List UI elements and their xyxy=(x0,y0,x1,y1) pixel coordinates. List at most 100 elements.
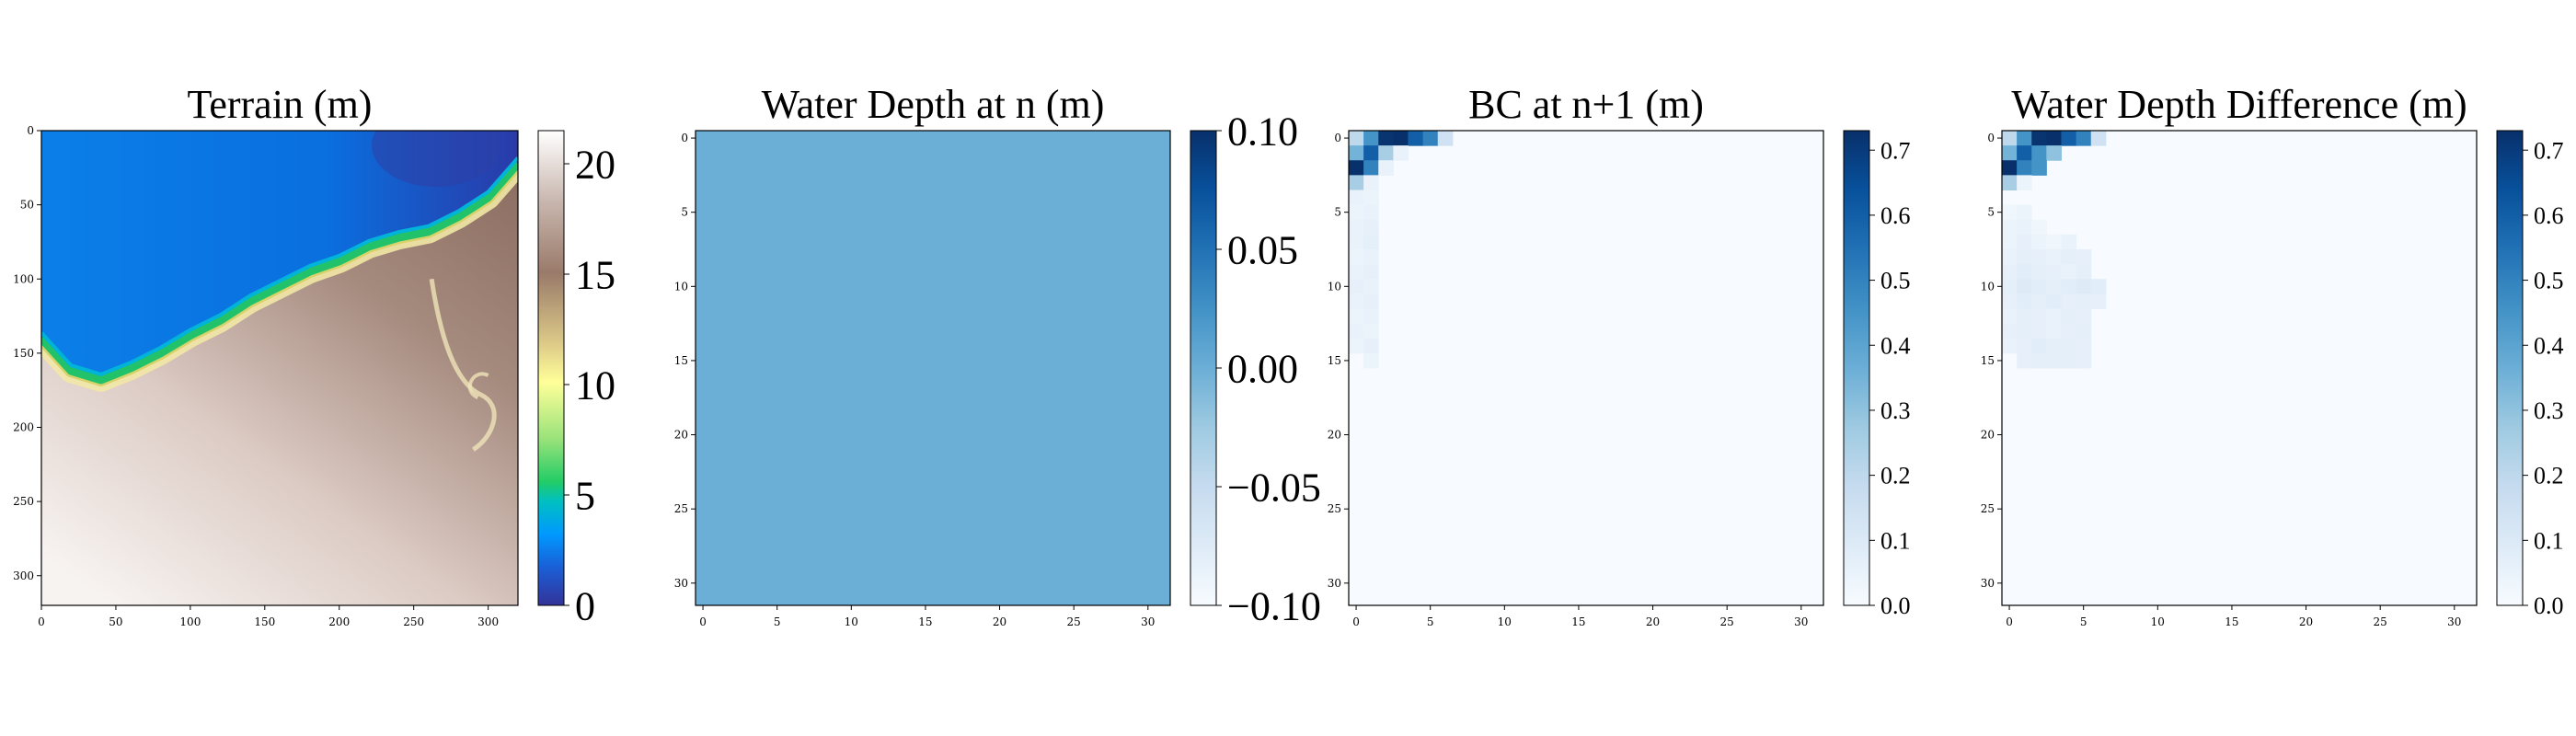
y-tick-label: 0 xyxy=(681,132,688,144)
heatmap-cell xyxy=(1363,264,1379,280)
heatmap-cell xyxy=(1363,219,1379,236)
heatmap-cell xyxy=(2076,249,2092,265)
heatmap-cell xyxy=(1363,204,1379,221)
heatmap-background xyxy=(1349,131,1823,605)
chart-title: Water Depth at n (m) xyxy=(762,82,1105,127)
colorbar-tick-label: 0.05 xyxy=(1227,227,1298,272)
plot-frame xyxy=(1348,130,1824,606)
heatmap-cell xyxy=(2076,308,2092,325)
heatmap-cell xyxy=(2002,175,2018,190)
heatmap-cell xyxy=(2031,131,2047,146)
x-tick-label: 5 xyxy=(2080,615,2087,628)
heatmap-cell xyxy=(2002,264,2018,280)
x-tick-label: 20 xyxy=(993,615,1006,628)
y-tick-label: 0 xyxy=(1334,132,1341,144)
ridge-loop xyxy=(467,372,489,400)
y-tick-label: 10 xyxy=(1328,280,1341,293)
heatmap-cell xyxy=(2017,249,2032,265)
heatmap-cell xyxy=(2076,338,2092,354)
heatmap-cell xyxy=(1393,131,1409,146)
heatmap-cell xyxy=(2002,145,2018,161)
heatmap-cell xyxy=(2031,160,2047,176)
x-tick-label: 0 xyxy=(2006,615,2013,628)
heatmap-cell xyxy=(1363,352,1379,369)
heatmap-cell xyxy=(2061,279,2077,294)
colorbar-tick-label: 0.0 xyxy=(2534,592,2564,619)
y-tick-label: 25 xyxy=(1328,502,1341,515)
heatmap-cell xyxy=(1363,249,1379,265)
x-tick-label: 0 xyxy=(1352,615,1360,628)
y-tick-label: 250 xyxy=(13,495,34,508)
colorbar-tick-label: 0.2 xyxy=(1880,463,1911,489)
y-tick-label: 15 xyxy=(1328,354,1341,367)
heatmap-cell xyxy=(2002,249,2018,265)
colorbar-tick-label: 0.6 xyxy=(2534,202,2564,229)
colorbar xyxy=(1843,130,1870,606)
chart-panel-4: Water Depth Difference (m) 0 5 10 15 20 25 30 0 5… xyxy=(1981,82,2564,628)
y-tick-label: 300 xyxy=(13,569,34,582)
x-tick-label: 15 xyxy=(1571,615,1585,628)
heatmap-cell xyxy=(2002,131,2018,146)
heatmap-cell xyxy=(2017,338,2032,354)
colorbar-tick-label: 0.6 xyxy=(1880,202,1911,229)
y-tick-label: 20 xyxy=(1981,429,1995,442)
colorbar-tick-label: 0.2 xyxy=(2534,463,2564,489)
colorbar xyxy=(1190,130,1217,606)
heatmap-cell xyxy=(2076,293,2092,309)
heatmap-cell xyxy=(2002,308,2018,325)
x-tick-label: 10 xyxy=(2151,615,2165,628)
heatmap-cell xyxy=(1349,204,1364,221)
heatmap-cell xyxy=(2031,293,2047,309)
colorbar-tick-label: 0.5 xyxy=(2534,268,2564,294)
y-tick-label: 100 xyxy=(13,272,34,285)
heatmap-cell xyxy=(2017,308,2032,325)
heatmap-cell xyxy=(2076,323,2092,339)
heatmap-cell xyxy=(1408,131,1424,146)
heatmap-cell xyxy=(2061,131,2077,146)
y-tick-label: 15 xyxy=(1981,354,1995,367)
colorbar xyxy=(537,130,565,606)
y-tick-label: 15 xyxy=(674,354,688,367)
heatmap-cell xyxy=(2002,338,2018,354)
plot-frame xyxy=(40,130,519,606)
heatmap-cell xyxy=(2061,293,2077,309)
heatmap-cell xyxy=(2002,219,2018,236)
heatmap-cell xyxy=(1349,279,1364,294)
terrain-image xyxy=(41,131,518,605)
heatmap-cell xyxy=(2031,323,2047,339)
heatmap-cell xyxy=(1363,131,1379,146)
chart-panel-3: BC at n+1 (m) 0 5 10 15 20 25 30 0 5 10 15 20 25 30 0.7… xyxy=(1328,82,1911,628)
chart-title: BC at n+1 (m) xyxy=(1468,82,1704,127)
heatmap-cell xyxy=(2061,352,2077,369)
x-tick-label: 0 xyxy=(38,615,45,628)
heatmap-cell xyxy=(2046,264,2062,280)
y-tick-label: 25 xyxy=(674,502,688,515)
heatmap-cell xyxy=(1363,190,1379,206)
heatmap-cell xyxy=(2046,338,2062,354)
heatmap-cell xyxy=(1349,190,1364,206)
x-tick-label: 15 xyxy=(918,615,932,628)
heatmap-cell xyxy=(2046,131,2062,146)
heatmap-cell xyxy=(2046,145,2062,161)
colorbar-tick-label: 0.1 xyxy=(1880,527,1911,554)
heatmap-cell xyxy=(2017,352,2032,369)
y-tick-label: 25 xyxy=(1981,502,1995,515)
heatmap-cell xyxy=(1363,234,1379,250)
colorbar-tick-label: 0.1 xyxy=(2534,527,2564,554)
heatmap-cell xyxy=(1349,293,1364,309)
x-tick-label: 25 xyxy=(2374,615,2387,628)
heatmap-cell xyxy=(2046,293,2062,309)
heatmap-cell xyxy=(2031,264,2047,280)
colorbar-tick-label: −0.10 xyxy=(1227,583,1321,628)
colorbar-tick-label: 0.4 xyxy=(2534,332,2564,359)
colorbar-tick-label: 0.3 xyxy=(1880,397,1911,424)
colorbar-tick-label: 0.10 xyxy=(1227,109,1298,154)
heatmap-cell xyxy=(2002,204,2018,221)
x-tick-label: 25 xyxy=(1067,615,1081,628)
colorbar xyxy=(2496,130,2524,606)
heatmap-cell xyxy=(2046,323,2062,339)
heatmap-cell xyxy=(1349,249,1364,265)
heatmap-cell xyxy=(2017,234,2032,250)
heatmap-cell xyxy=(1363,175,1379,190)
